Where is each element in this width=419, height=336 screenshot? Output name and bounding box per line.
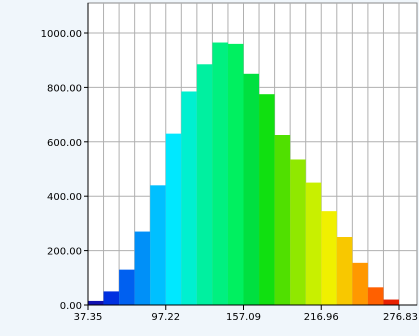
histogram-bar [259, 94, 275, 305]
histogram-bar [181, 91, 197, 305]
histogram-bar [321, 211, 337, 305]
x-tick-label: 157.09 [226, 312, 261, 323]
histogram-bar [134, 231, 151, 305]
histogram-bar [227, 43, 244, 305]
histogram-bar [88, 300, 104, 305]
y-tick-label: 200.00 [47, 247, 82, 258]
histogram-bar [336, 237, 353, 305]
x-tick-label: 216.96 [304, 312, 339, 323]
histogram-bar [290, 159, 306, 305]
y-tick-label: 1000.00 [41, 29, 82, 40]
y-tick-label: 600.00 [47, 138, 82, 149]
histogram-bar [212, 42, 228, 306]
histogram-bar [196, 64, 213, 305]
y-tick-label: 800.00 [47, 83, 82, 94]
x-tick-label: 37.35 [74, 312, 103, 323]
histogram-bar [274, 135, 291, 305]
histogram-bar [305, 182, 322, 305]
axes [84, 3, 417, 310]
histogram-bar [367, 287, 384, 305]
histogram-bar [103, 291, 120, 305]
x-tick-label: 97.22 [151, 312, 180, 323]
histogram-bar [165, 133, 182, 305]
histogram-bar [150, 185, 166, 305]
x-tick-label: 276.83 [383, 312, 418, 323]
histogram-bar [119, 269, 135, 305]
histogram-bars [88, 42, 399, 306]
y-tick-label: 400.00 [47, 192, 82, 203]
histogram-bar [243, 73, 260, 305]
histogram-bar [383, 299, 399, 305]
x-tick-labels: 37.35 97.22 157.09 216.96 276.83 [74, 312, 418, 323]
histogram-bar [352, 262, 368, 305]
y-tick-label: 0.00 [60, 301, 82, 312]
y-tick-labels: 0.00 200.00 400.00 600.00 800.00 1000.00 [41, 29, 82, 312]
